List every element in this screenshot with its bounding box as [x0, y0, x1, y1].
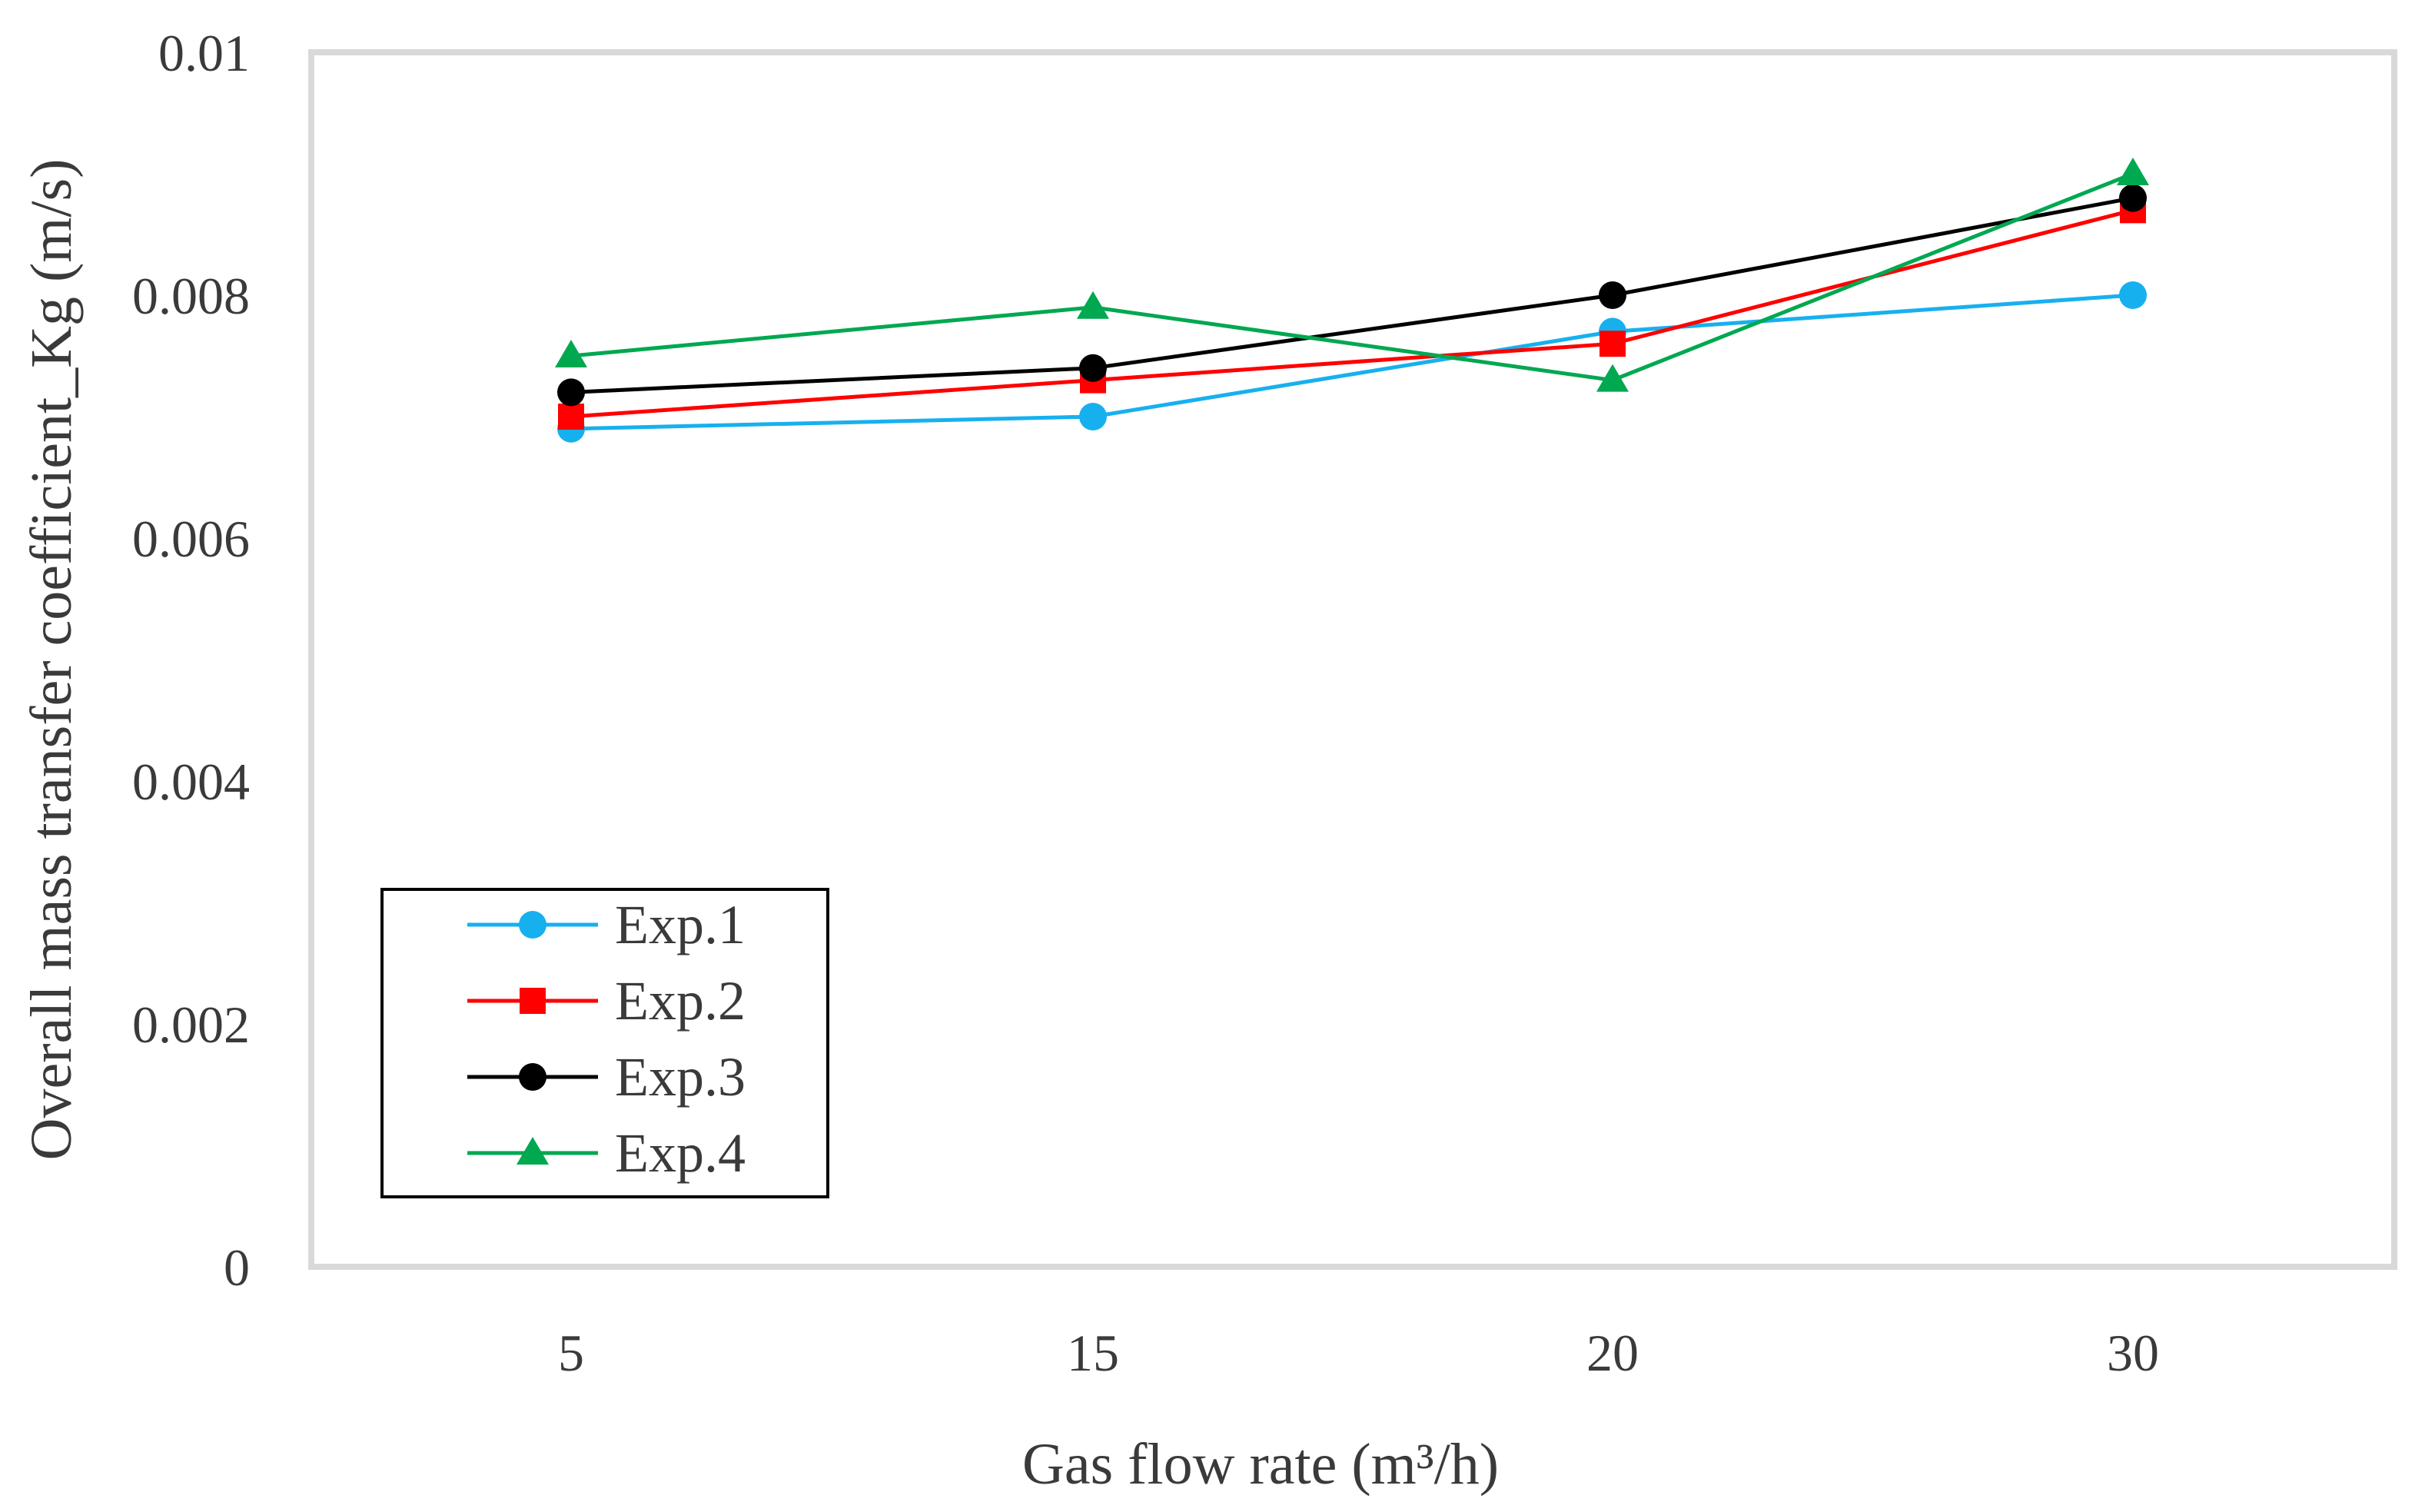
series-line	[570, 196, 2134, 394]
x-tick-label: 30	[2107, 1324, 2159, 1382]
legend-box	[380, 888, 829, 1198]
data-point	[2119, 184, 2147, 212]
data-point	[1079, 403, 1107, 430]
y-tick-label: 0.002	[132, 995, 250, 1054]
legend-label: Exp.1	[615, 894, 746, 955]
series-line	[570, 293, 2134, 431]
data-point	[1600, 331, 1626, 357]
legend-entry: Exp.2	[467, 970, 746, 1032]
data-point	[1596, 364, 1629, 392]
data-point	[1599, 281, 1626, 309]
data-point	[2117, 158, 2149, 185]
x-tick-label: 5	[558, 1324, 584, 1382]
series-exp4	[555, 158, 2149, 392]
legend-entry: Exp.3	[467, 1046, 746, 1108]
series-exp3	[557, 184, 2147, 407]
y-tick-label: 0.01	[158, 24, 250, 82]
y-tick-label: 0	[224, 1238, 250, 1297]
legend-label: Exp.3	[615, 1046, 746, 1108]
legend-marker	[517, 1137, 549, 1165]
y-axis-title: Overall mass transfer coefficient_Kg (m/…	[19, 159, 84, 1161]
data-point	[2119, 281, 2147, 309]
series-line	[570, 171, 2134, 383]
legend: Exp.1 Exp.2 Exp.3 Exp.4	[380, 888, 829, 1198]
data-point	[1079, 354, 1107, 382]
legend-entry: Exp.4	[467, 1122, 746, 1184]
data-point	[558, 404, 584, 430]
y-tick-label: 0.006	[132, 510, 250, 568]
legend-marker	[520, 988, 546, 1014]
legend-marker	[519, 911, 546, 939]
y-tick-label: 0.004	[132, 753, 250, 811]
legend-label: Exp.4	[615, 1122, 746, 1184]
x-axis-title: Gas flow rate (m³/h)	[1022, 1432, 1499, 1497]
x-tick-label: 15	[1067, 1324, 1119, 1382]
legend-marker	[519, 1063, 546, 1091]
y-axis-ticks: 0 0.002 0.004 0.006 0.008 0.01	[132, 24, 250, 1297]
x-axis-ticks: 5 15 20 30	[558, 1324, 2159, 1382]
legend-entry: Exp.1	[467, 894, 746, 955]
y-tick-label: 0.008	[132, 267, 250, 325]
x-tick-label: 20	[1586, 1324, 1639, 1382]
data-point	[555, 340, 587, 367]
data-point	[1077, 291, 1109, 319]
legend-label: Exp.2	[615, 970, 746, 1032]
series-layer	[555, 158, 2149, 443]
data-point	[557, 378, 585, 407]
